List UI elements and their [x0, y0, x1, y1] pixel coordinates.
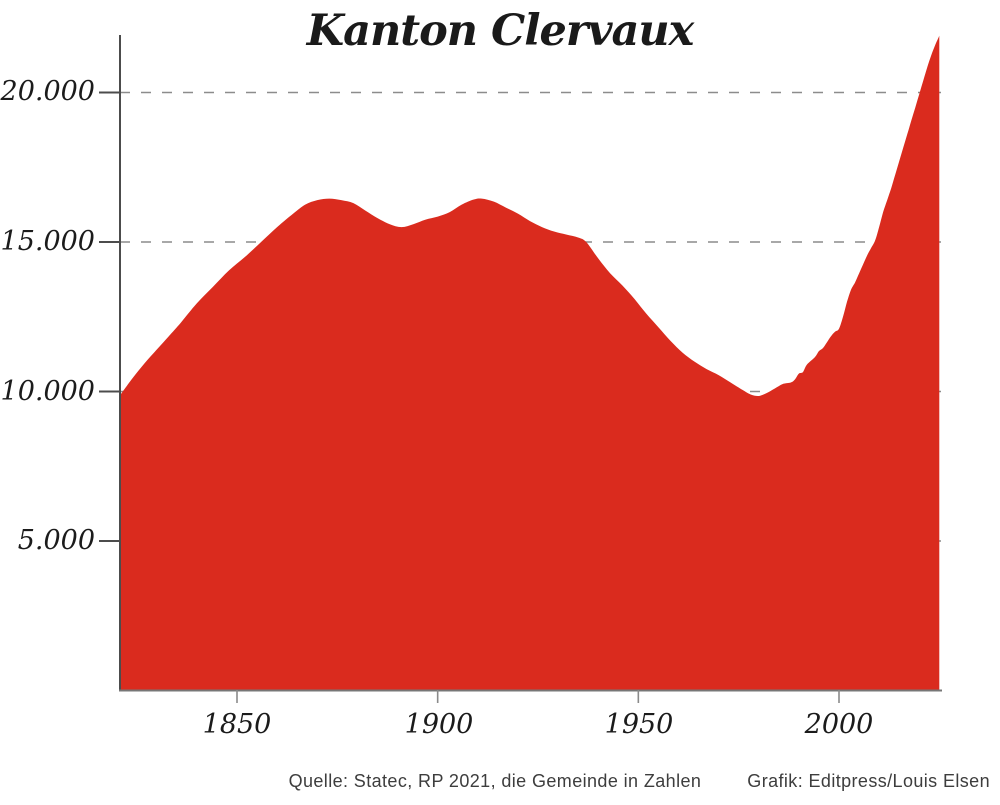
y-axis-tick-label-5000: 5.000 [17, 525, 95, 556]
y-axis-tick-label-20000: 20.000 [0, 76, 95, 107]
credit-caption: Grafik: Editpress/Louis Elsen [747, 771, 990, 791]
x-axis-tick-label-2000: 2000 [804, 709, 874, 740]
x-axis-tick-label-1900: 1900 [404, 709, 474, 740]
caption-row: Quelle: Statec, RP 2021, die Gemeinde in… [289, 771, 990, 792]
y-axis-tick-label-15000: 15.000 [0, 226, 95, 257]
y-axis-tick-label-10000: 10.000 [0, 376, 95, 407]
source-caption: Quelle: Statec, RP 2021, die Gemeinde in… [288, 771, 702, 791]
x-axis-tick-label-1950: 1950 [604, 709, 674, 740]
chart-title: Kanton Clervaux [306, 6, 695, 56]
x-axis-tick-label-1850: 1850 [202, 709, 272, 740]
